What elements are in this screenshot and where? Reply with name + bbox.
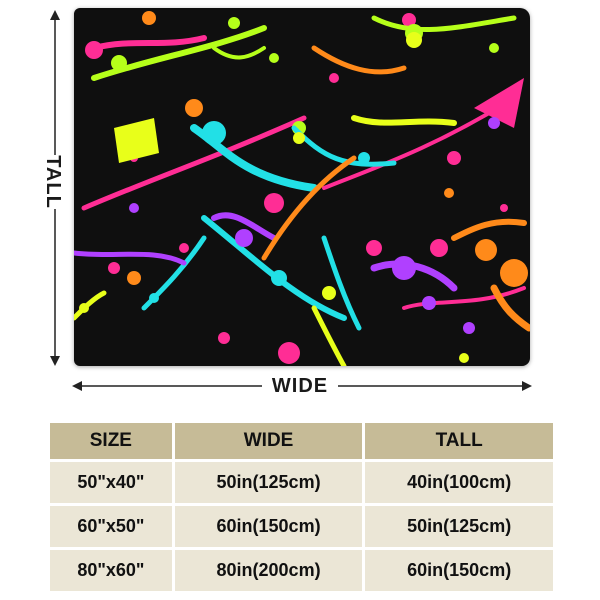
size-cell: 50"x40" <box>50 462 172 503</box>
header-wide: WIDE <box>174 423 363 459</box>
tall-cell: 50in(125cm) <box>365 506 553 547</box>
header-size: SIZE <box>50 423 172 459</box>
header-tall: TALL <box>365 423 553 459</box>
paint-splatter-pattern <box>74 11 530 366</box>
size-table-header-row: SIZE WIDE TALL <box>50 423 553 459</box>
tall-cell: 60in(150cm) <box>365 550 553 591</box>
blanket-image <box>74 8 530 366</box>
size-cell: 60"x50" <box>50 506 172 547</box>
wide-cell: 80in(200cm) <box>174 550 363 591</box>
tall-cell: 40in(100cm) <box>365 462 553 503</box>
size-table: SIZE WIDE TALL 50"x40" 50in(125cm) 40in(… <box>47 420 556 594</box>
size-cell: 80"x60" <box>50 550 172 591</box>
table-row: 80"x60" 80in(200cm) 60in(150cm) <box>50 550 553 591</box>
table-row: 50"x40" 50in(125cm) 40in(100cm) <box>50 462 553 503</box>
wide-cell: 50in(125cm) <box>174 462 363 503</box>
tall-label: TALL <box>41 155 65 209</box>
table-row: 60"x50" 60in(150cm) 50in(125cm) <box>50 506 553 547</box>
wide-cell: 60in(150cm) <box>174 506 363 547</box>
wide-label: WIDE <box>262 374 338 398</box>
